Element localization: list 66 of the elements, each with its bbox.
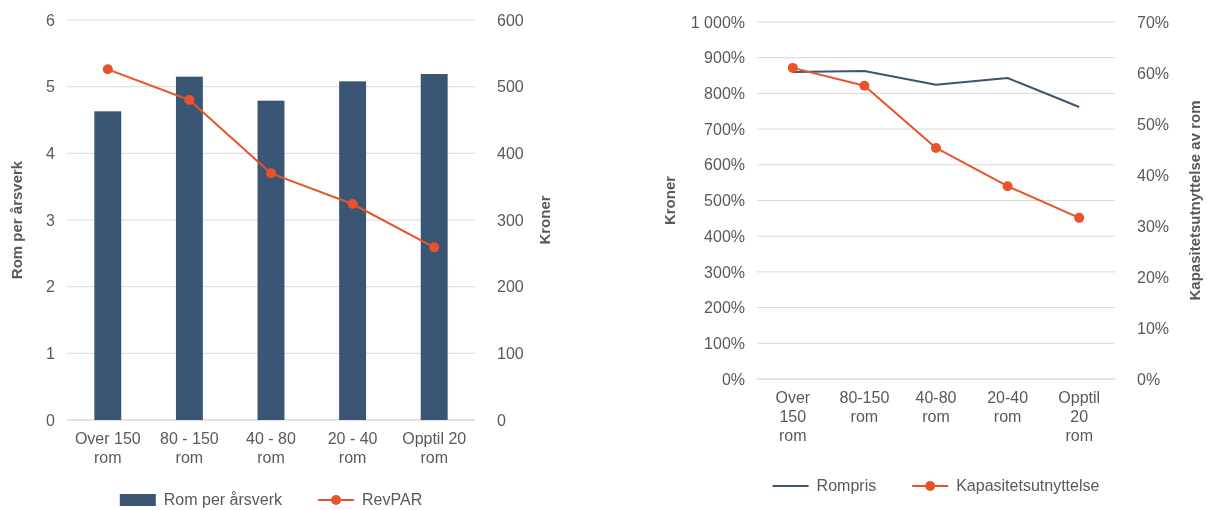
point bbox=[347, 199, 358, 209]
y2-tick-label: 300 bbox=[497, 211, 524, 229]
y-tick-label: 2 bbox=[46, 278, 56, 296]
y-tick-label: 800% bbox=[704, 85, 745, 103]
y-tick-label: 6 bbox=[46, 11, 56, 29]
bar bbox=[420, 74, 448, 420]
x-tick-label: Over 150 rom bbox=[775, 388, 811, 444]
point bbox=[931, 142, 941, 153]
y2-tick-label: 600 bbox=[497, 11, 524, 29]
y2-tick-label: 40% bbox=[1137, 166, 1170, 184]
bar bbox=[339, 81, 367, 420]
legend-label: Kapasitetsutnyttelse bbox=[956, 477, 1100, 494]
y-tick-label: 3 bbox=[46, 211, 56, 229]
y2-axis-title: Kroner bbox=[536, 195, 553, 245]
y-tick-label: 600% bbox=[704, 156, 745, 174]
y2-tick-label: 10% bbox=[1137, 319, 1170, 337]
y2-tick-label: 0 bbox=[497, 411, 506, 429]
y-axis-title: Kroner bbox=[661, 175, 678, 226]
bar bbox=[175, 76, 203, 420]
y2-tick-label: 70% bbox=[1137, 13, 1170, 31]
x-tick-label: Over 150 rom bbox=[74, 429, 141, 466]
y2-tick-label: 400 bbox=[497, 144, 524, 162]
point bbox=[1002, 181, 1013, 192]
point bbox=[787, 62, 798, 73]
legend-label: Rom per årsverk bbox=[163, 491, 284, 508]
y-tick-label: 0% bbox=[721, 370, 745, 388]
y2-tick-label: 30% bbox=[1137, 217, 1170, 235]
x-tick-label: 20 - 40 rom bbox=[327, 429, 378, 466]
point bbox=[429, 242, 440, 253]
bar bbox=[94, 111, 122, 420]
y2-tick-label: 0% bbox=[1137, 370, 1161, 388]
y-axis-title: Rom per årsverk bbox=[8, 160, 25, 280]
y-tick-label: 4 bbox=[46, 144, 56, 162]
point bbox=[859, 80, 870, 91]
point bbox=[184, 95, 195, 105]
point bbox=[266, 168, 276, 179]
y-tick-label: 900% bbox=[704, 49, 745, 67]
y-tick-label: 200% bbox=[704, 299, 745, 317]
y2-tick-label: 500 bbox=[497, 78, 524, 96]
point bbox=[1074, 212, 1085, 223]
y-tick-label: 300% bbox=[704, 263, 745, 281]
x-tick-label: 80-150 rom bbox=[839, 388, 890, 425]
y-tick-label: 400% bbox=[704, 227, 745, 245]
x-tick-label: 20-40 rom bbox=[987, 388, 1029, 425]
bar bbox=[257, 100, 285, 420]
y2-tick-label: 20% bbox=[1137, 268, 1170, 286]
y-tick-label: 1 bbox=[46, 344, 56, 362]
x-tick-label: 40-80 rom bbox=[915, 388, 957, 425]
y2-tick-label: 50% bbox=[1137, 115, 1170, 133]
x-tick-label: Opptil 20 rom bbox=[1058, 388, 1101, 444]
y-tick-label: 100% bbox=[704, 334, 745, 352]
y-tick-label: 700% bbox=[704, 120, 745, 138]
x-tick-label: 40 - 80 rom bbox=[246, 429, 297, 466]
y-tick-label: 0 bbox=[46, 411, 56, 429]
y-tick-label: 500% bbox=[704, 192, 745, 210]
y-tick-label: 1 000% bbox=[690, 13, 745, 31]
y2-tick-label: 100 bbox=[497, 344, 524, 362]
legend-label: RevPAR bbox=[362, 491, 423, 508]
y-tick-label: 5 bbox=[46, 78, 56, 96]
x-tick-label: 80 - 150 rom bbox=[160, 429, 219, 466]
y2-tick-label: 200 bbox=[497, 278, 524, 296]
legend-label: Rompris bbox=[816, 477, 877, 494]
point bbox=[102, 64, 113, 75]
y2-tick-label: 60% bbox=[1137, 64, 1170, 82]
x-tick-label: Opptil 20 rom bbox=[402, 429, 467, 466]
y2-axis-title: Kapasitetsutnyttelse av rom bbox=[1186, 100, 1203, 301]
